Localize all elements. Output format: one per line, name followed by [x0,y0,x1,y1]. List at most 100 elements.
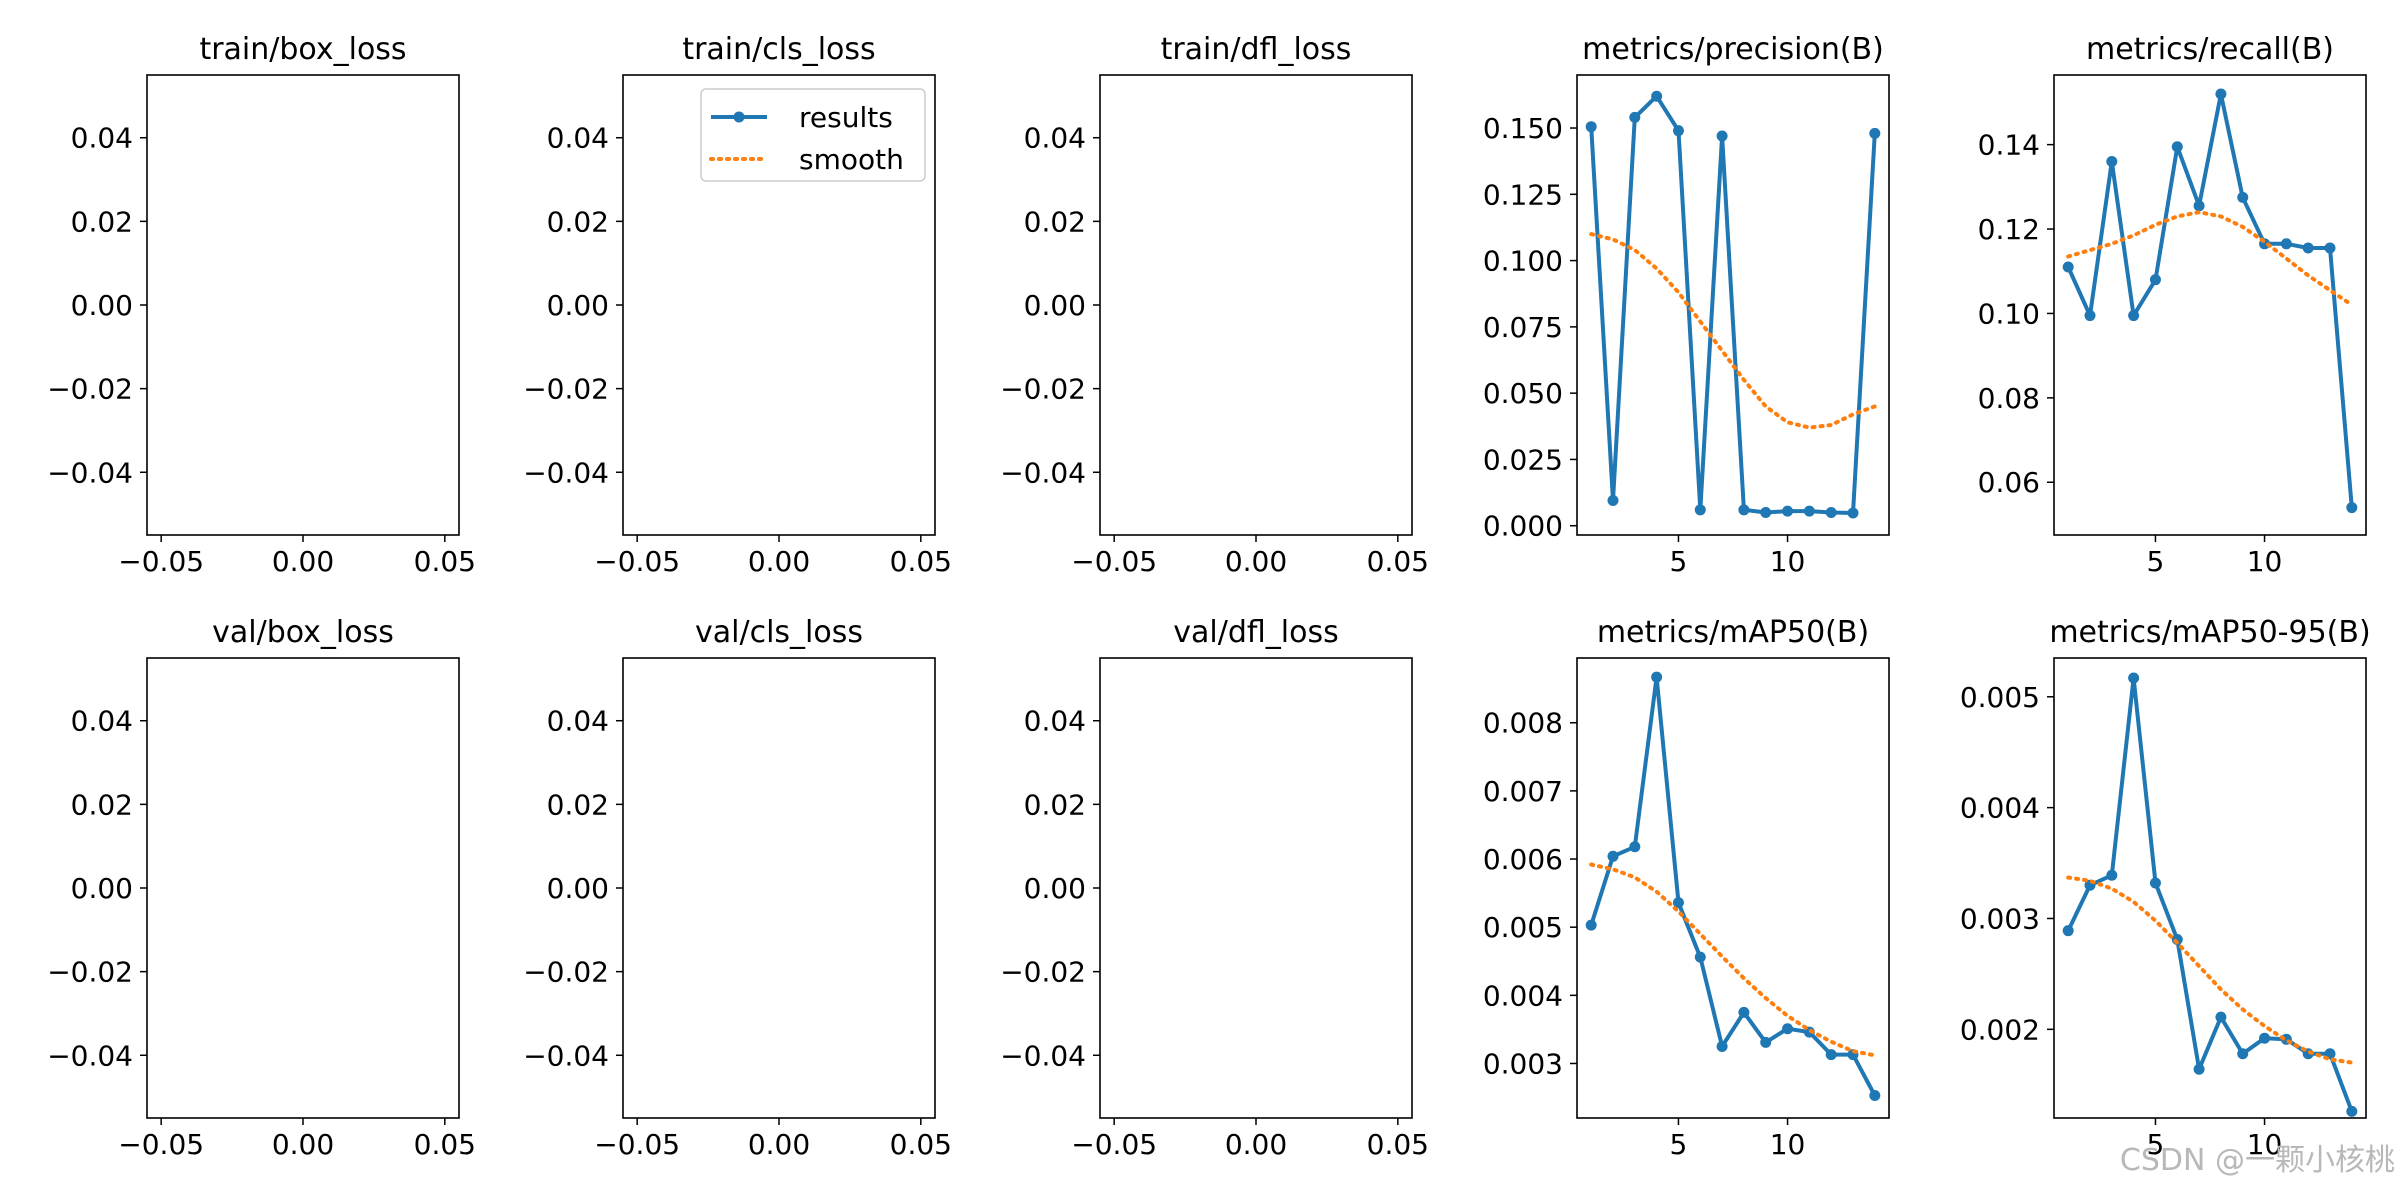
y-tick-label: 0.00 [547,289,609,322]
results-point [2062,925,2074,937]
subplot-grid: train/box_loss −0.05 0.00 0.05 −0.04 −0.02 0.0… [47,32,2370,1161]
x-tick-label: 5 [2147,545,2165,578]
axes-frame [2053,74,2367,536]
y-tick-label: 0.100 [1483,245,1563,278]
y-tick-label: 0.125 [1483,178,1563,211]
results-point [1694,504,1706,516]
y-tick-label: −0.02 [47,373,133,406]
y-tick-label: 0.150 [1483,112,1563,145]
subplot-8: val/dfl_loss −0.05 0.00 0.05 −0.04 −0.02 0.00 0… [1000,615,1429,1161]
y-tick-label: 0.005 [1960,681,2040,714]
y-tick-label: 0.007 [1483,775,1563,808]
y-tick-label: 0.04 [1024,122,1086,155]
legend-frame [700,88,926,182]
y-tick-label: −0.04 [1000,1039,1086,1072]
subplot-title: val/dfl_loss [1173,615,1338,650]
y-tick-label: −0.04 [47,456,133,489]
results-point [1825,506,1837,518]
y-tick-label: 0.004 [1483,979,1563,1012]
results-point [1825,1049,1837,1061]
subplot-10: metrics/mAP50-95(B) 5 10 0.002 0.003 0.004 0.0… [1960,615,2371,1161]
results-point [1738,504,1750,516]
results-point [1651,671,1663,683]
x-tick-label: 10 [1770,1128,1806,1161]
x-tick-label: 0.00 [272,1128,334,1161]
y-tick-label: −0.02 [1000,373,1086,406]
x-tick-label: 0.05 [414,545,476,578]
subplot-5: metrics/recall(B) 5 10 0.06 0.08 0.10 0.12 0.14 [1978,32,2367,578]
y-tick-label: −0.02 [1000,956,1086,989]
x-tick-label: 10 [1770,545,1806,578]
y-tick-label: −0.02 [47,956,133,989]
smooth-line [1589,862,1877,1058]
results-point [2237,191,2249,203]
legend-results-marker [733,111,745,123]
results-point [1651,90,1663,102]
y-tick-label: 0.00 [71,872,133,905]
x-tick-label: 10 [2247,1128,2283,1161]
subplot-3: train/dfl_loss −0.05 0.00 0.05 −0.04 −0.02 0.0… [1000,32,1429,578]
y-tick-label: 0.14 [1978,129,2040,162]
axes-frame [2053,657,2367,1119]
results-point [2259,1032,2271,1044]
results-point [1585,121,1597,133]
results-point [1738,1006,1750,1018]
results-point [1782,1023,1794,1035]
results-point [1694,951,1706,963]
results-point [1672,125,1684,137]
y-tick-label: 0.10 [1978,297,2040,330]
subplot-4: metrics/precision(B) 5 10 0.000 0.025 0.050 0.… [1483,32,1890,578]
subplot-title: metrics/recall(B) [2086,32,2334,67]
x-tick-label: 0.05 [414,1128,476,1161]
results-point [1803,505,1815,517]
subplot-7: val/cls_loss −0.05 0.00 0.05 −0.04 −0.02 0.00 0… [523,615,952,1161]
results-point [2346,1105,2358,1117]
results-point [2149,877,2161,889]
x-tick-label: 0.00 [748,545,810,578]
subplot-title: train/dfl_loss [1161,32,1352,67]
x-tick-label: 0.00 [1225,1128,1287,1161]
results-point [2193,1063,2205,1075]
x-tick-label: 0.05 [890,1128,952,1161]
legend-smooth-label: smooth [799,143,904,176]
subplot-title: metrics/mAP50(B) [1597,615,1869,650]
axes-frame [1576,657,1890,1119]
results-point [2346,502,2358,514]
results-point [2193,200,2205,212]
y-tick-label: 0.02 [71,205,133,238]
y-tick-label: 0.000 [1483,510,1563,543]
results-point [2215,1011,2227,1023]
watermark: CSDN @一颗小核桃 [2120,1143,2395,1178]
results-point [2149,274,2161,286]
results-point [1629,111,1641,123]
y-tick-label: 0.02 [1024,205,1086,238]
results-point [1585,919,1597,931]
results-point [2324,242,2336,254]
results-point [1782,505,1794,517]
x-tick-label: 0.05 [1367,545,1429,578]
results-point [2280,238,2292,250]
y-tick-label: 0.006 [1483,843,1563,876]
subplot-2: train/cls_loss −0.05 0.00 0.05 −0.04 −0.02 0.0… [523,32,952,578]
results-point [2062,261,2074,273]
y-tick-label: 0.00 [1024,872,1086,905]
y-tick-label: 0.005 [1483,911,1563,944]
results-point [1716,130,1728,142]
results-point [1607,850,1619,862]
x-tick-label: −0.05 [594,545,680,578]
x-tick-label: −0.05 [118,545,204,578]
x-tick-label: −0.05 [594,1128,680,1161]
y-tick-label: 0.075 [1483,311,1563,344]
y-tick-label: 0.02 [1024,788,1086,821]
y-tick-label: 0.003 [1483,1047,1563,1080]
results-point [2215,88,2227,100]
results-point [2106,156,2118,168]
subplot-title: train/cls_loss [682,32,875,67]
y-tick-label: 0.08 [1978,382,2040,415]
subplot-1: train/box_loss −0.05 0.00 0.05 −0.04 −0.02 0.0… [47,32,476,578]
x-tick-label: −0.05 [118,1128,204,1161]
results-point [1672,897,1684,909]
y-tick-label: −0.04 [1000,456,1086,489]
